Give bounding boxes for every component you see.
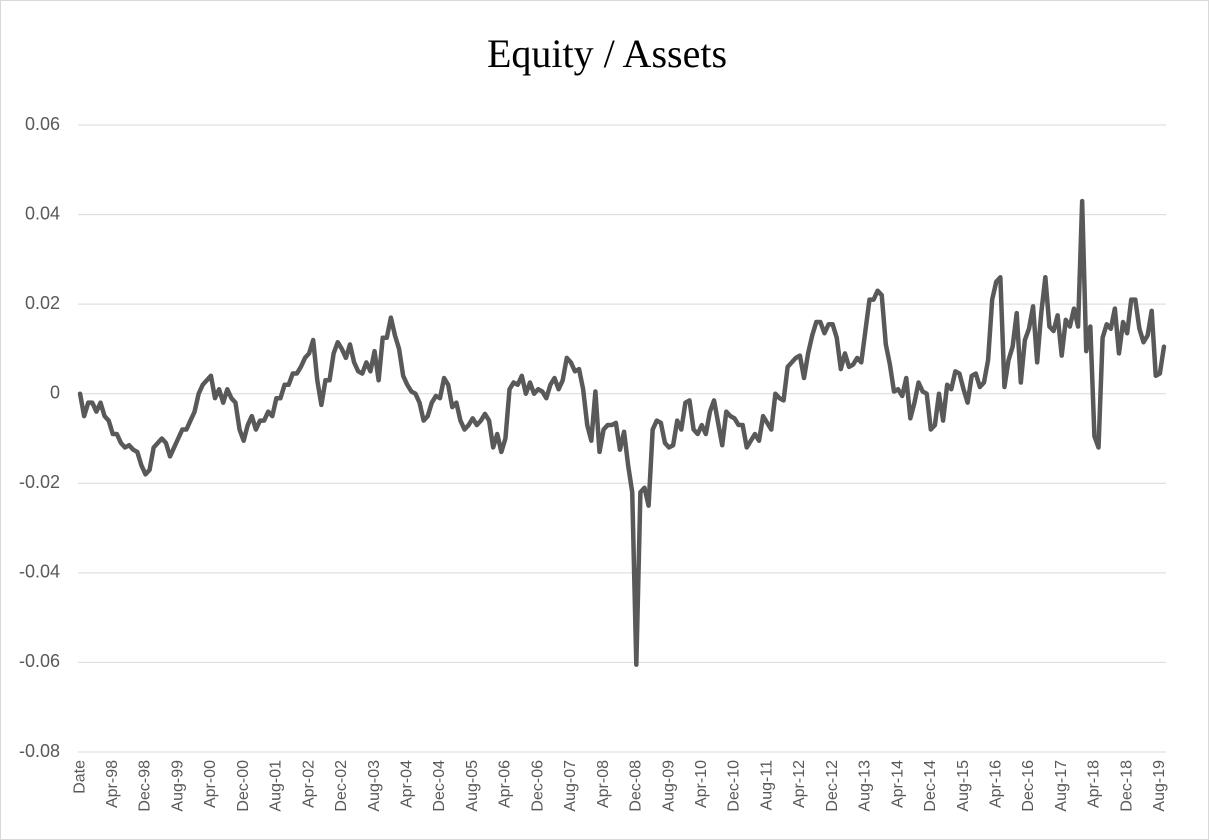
x-tick-label: Dec-18 [1118, 760, 1135, 812]
x-tick-label: Apr-06 [497, 760, 514, 808]
x-tick-label: Aug-99 [169, 760, 186, 812]
x-tick-label: Apr-10 [693, 760, 710, 808]
y-tick-label: -0.08 [19, 741, 60, 761]
x-tick-label: Dec-08 [628, 760, 645, 812]
x-tick-label: Apr-08 [595, 760, 612, 808]
y-tick-label: 0.06 [25, 114, 60, 134]
x-tick-label: Apr-18 [1086, 760, 1103, 808]
x-tick-label: Aug-19 [1151, 760, 1168, 812]
x-tick-label: Aug-15 [955, 760, 972, 812]
x-tick-label: Aug-09 [660, 760, 677, 812]
x-tick-label: Dec-10 [726, 760, 743, 812]
y-tick-label: 0 [50, 382, 60, 402]
y-tick-label: -0.06 [19, 651, 60, 671]
x-tick-label: Aug-01 [268, 760, 285, 812]
x-tick-label: Aug-05 [464, 760, 481, 812]
x-tick-label: Date [71, 760, 88, 794]
x-tick-label: Apr-00 [202, 760, 219, 808]
x-tick-label: Dec-16 [1020, 760, 1037, 812]
x-tick-label: Apr-02 [300, 760, 317, 808]
y-tick-label: -0.02 [19, 472, 60, 492]
x-tick-label: Dec-06 [529, 760, 546, 812]
x-tick-label: Dec-12 [824, 760, 841, 812]
x-tick-label: Dec-00 [235, 760, 252, 812]
x-tick-label: Dec-02 [333, 760, 350, 812]
x-tick-label: Dec-98 [137, 760, 154, 812]
x-tick-label: Apr-14 [889, 760, 906, 808]
y-tick-label: 0.04 [25, 203, 60, 223]
x-tick-label: Aug-13 [857, 760, 874, 812]
x-tick-label: Apr-12 [791, 760, 808, 808]
x-tick-label: Aug-07 [562, 760, 579, 812]
chart-title: Equity / Assets [487, 31, 727, 76]
y-tick-label: -0.04 [19, 562, 60, 582]
x-tick-label: Apr-04 [398, 760, 415, 808]
x-tick-label: Dec-14 [922, 760, 939, 812]
y-tick-label: 0.02 [25, 293, 60, 313]
x-tick-label: Aug-11 [758, 760, 775, 811]
x-tick-label: Aug-17 [1053, 760, 1070, 812]
x-tick-label: Apr-98 [104, 760, 121, 808]
x-tick-label: Apr-16 [987, 760, 1004, 808]
x-tick-label: Dec-04 [431, 760, 448, 812]
x-tick-label: Aug-03 [366, 760, 383, 812]
data-line [77, 198, 1167, 667]
